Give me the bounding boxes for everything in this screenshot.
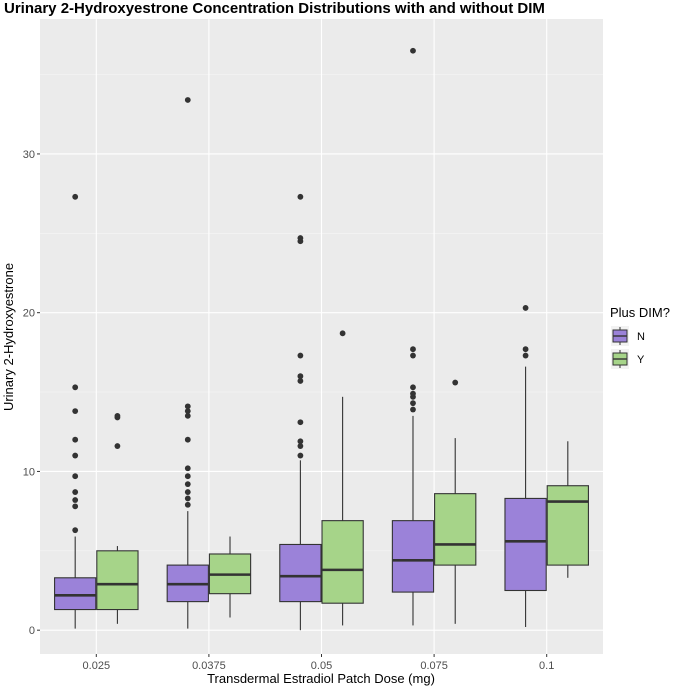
box-y-0.025 xyxy=(96,412,139,624)
outlier-point xyxy=(410,47,416,54)
outlier-point xyxy=(184,489,191,495)
legend-label: N xyxy=(637,331,645,343)
outlier-point xyxy=(410,400,416,407)
chart-title: Urinary 2-Hydroxyestrone Concentration D… xyxy=(4,0,545,17)
outlier-point xyxy=(297,378,304,384)
iqr-box xyxy=(54,577,97,611)
y-axis: 0 10 20 30 xyxy=(23,149,40,637)
outlier-point xyxy=(297,452,304,459)
legend-title: Plus DIM? xyxy=(610,305,670,320)
box-layer xyxy=(54,47,589,631)
legend-key-y xyxy=(611,349,629,369)
iqr-box xyxy=(96,550,139,611)
outlier-point xyxy=(410,352,416,359)
legend-key-n xyxy=(611,326,629,346)
y-axis-title: Urinary 2-Hydroxyestrone xyxy=(1,263,16,411)
outlier-point xyxy=(72,408,79,415)
x-tick-label: 0.1 xyxy=(539,660,554,672)
outlier-point xyxy=(72,436,79,443)
x-tick-label: 0.025 xyxy=(83,660,111,672)
outlier-point xyxy=(522,346,529,353)
outlier-point xyxy=(72,193,79,200)
iqr-box xyxy=(434,493,477,566)
outlier-point xyxy=(297,438,304,445)
outlier-point xyxy=(184,501,191,508)
iqr-box xyxy=(546,485,589,566)
outlier-point xyxy=(184,481,191,488)
outlier-point xyxy=(339,330,346,337)
outlier-point xyxy=(72,489,79,495)
y-tick-label: 20 xyxy=(23,308,35,320)
box-y-0.1 xyxy=(546,441,589,578)
x-tick-label: 0.0375 xyxy=(192,660,226,672)
outlier-point xyxy=(184,97,191,103)
outlier-point xyxy=(522,305,529,311)
x-tick-label: 0.075 xyxy=(420,660,448,672)
box-n-0.0375 xyxy=(166,97,209,629)
outlier-point xyxy=(72,503,79,510)
y-tick-label: 0 xyxy=(29,625,35,637)
outlier-point xyxy=(297,443,304,449)
outlier-point xyxy=(184,473,191,480)
outlier-point xyxy=(72,452,79,459)
box-y-0.0375 xyxy=(208,536,252,618)
outlier-point xyxy=(72,497,79,503)
outlier-point xyxy=(297,235,304,241)
outlier-point xyxy=(297,419,304,426)
box-n-0.075 xyxy=(391,47,435,626)
outlier-point xyxy=(184,403,191,410)
legend: Plus DIM? NY xyxy=(610,305,670,369)
iqr-box xyxy=(279,543,322,603)
outlier-point xyxy=(522,352,529,359)
outlier-point xyxy=(184,408,191,415)
y-tick-label: 10 xyxy=(23,466,35,478)
y-tick-label: 30 xyxy=(23,149,35,161)
outlier-point xyxy=(297,352,304,359)
outlier-point xyxy=(184,436,191,443)
outlier-point xyxy=(410,406,416,413)
x-tick-label: 0.05 xyxy=(311,660,332,672)
box-y-0.075 xyxy=(434,379,477,624)
outlier-point xyxy=(410,346,416,353)
x-axis-title: Transdermal Estradiol Patch Dose (mg) xyxy=(207,671,435,686)
outlier-point xyxy=(410,390,416,397)
outlier-point xyxy=(410,384,416,391)
box-n-0.05 xyxy=(279,193,322,631)
iqr-box xyxy=(321,520,364,604)
outlier-point xyxy=(297,373,304,380)
outlier-point xyxy=(297,193,304,200)
x-axis: 0.025 0.0375 0.05 0.075 0.1 xyxy=(83,654,554,672)
outlier-point xyxy=(72,527,79,534)
outlier-point xyxy=(72,384,79,391)
outlier-point xyxy=(184,412,191,419)
legend-label: Y xyxy=(637,354,645,366)
outlier-point xyxy=(72,473,79,480)
iqr-box xyxy=(391,520,435,593)
box-y-0.05 xyxy=(321,330,364,626)
iqr-box xyxy=(504,497,547,592)
box-n-0.025 xyxy=(54,193,97,629)
outlier-point xyxy=(114,443,121,449)
box-n-0.1 xyxy=(504,305,547,628)
outlier-point xyxy=(114,412,121,419)
outlier-point xyxy=(184,465,191,472)
outlier-point xyxy=(452,379,459,386)
outlier-point xyxy=(184,495,191,502)
